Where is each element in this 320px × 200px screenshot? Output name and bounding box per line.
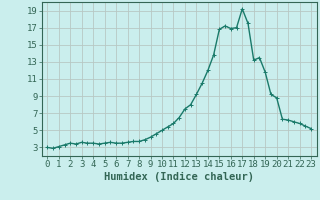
X-axis label: Humidex (Indice chaleur): Humidex (Indice chaleur) xyxy=(104,172,254,182)
